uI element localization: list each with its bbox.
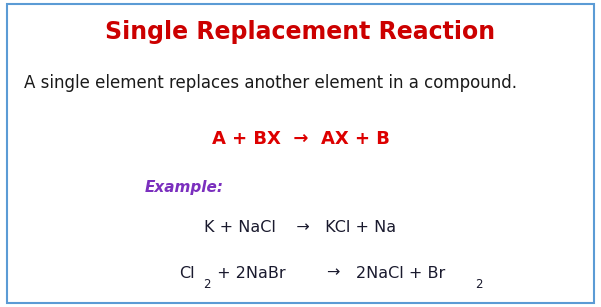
Text: A single element replaces another element in a compound.: A single element replaces another elemen… [24, 74, 517, 92]
Text: 2NaCl + Br: 2NaCl + Br [356, 266, 446, 281]
Text: 2: 2 [203, 278, 210, 291]
FancyBboxPatch shape [7, 4, 594, 303]
Text: Example:: Example: [144, 180, 223, 195]
Text: Cl: Cl [179, 266, 195, 281]
Text: 2: 2 [475, 278, 482, 291]
Text: Single Replacement Reaction: Single Replacement Reaction [105, 20, 496, 44]
Text: + 2NaBr: + 2NaBr [212, 266, 285, 281]
Text: K + NaCl    →   KCl + Na: K + NaCl → KCl + Na [204, 220, 397, 235]
Text: A + BX  →  AX + B: A + BX → AX + B [212, 130, 389, 149]
Text: →: → [326, 266, 340, 281]
